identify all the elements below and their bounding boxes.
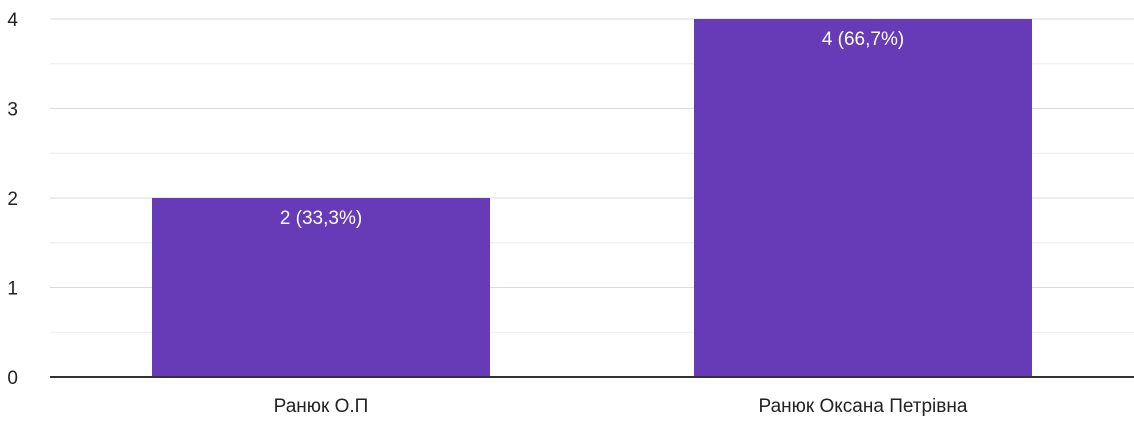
y-tick-label: 1 [7, 279, 18, 300]
axes: 0 1 2 3 4 Ранюк О.П Ранюк Оксана Петрівна [7, 10, 1134, 417]
y-tick-label: 0 [7, 368, 18, 389]
y-tick-label: 2 [7, 189, 18, 210]
x-category-label: Ранюк Оксана Петрівна [759, 396, 968, 417]
bar [152, 198, 490, 377]
bar-data-label: 4 (66,7%) [822, 29, 904, 50]
bars: 2 (33,3%) 4 (66,7%) [152, 19, 1032, 377]
bar [694, 19, 1032, 377]
y-tick-label: 3 [7, 100, 18, 121]
x-category-label: Ранюк О.П [274, 396, 369, 417]
y-tick-label: 4 [7, 10, 18, 31]
bar-data-label: 2 (33,3%) [280, 208, 362, 229]
